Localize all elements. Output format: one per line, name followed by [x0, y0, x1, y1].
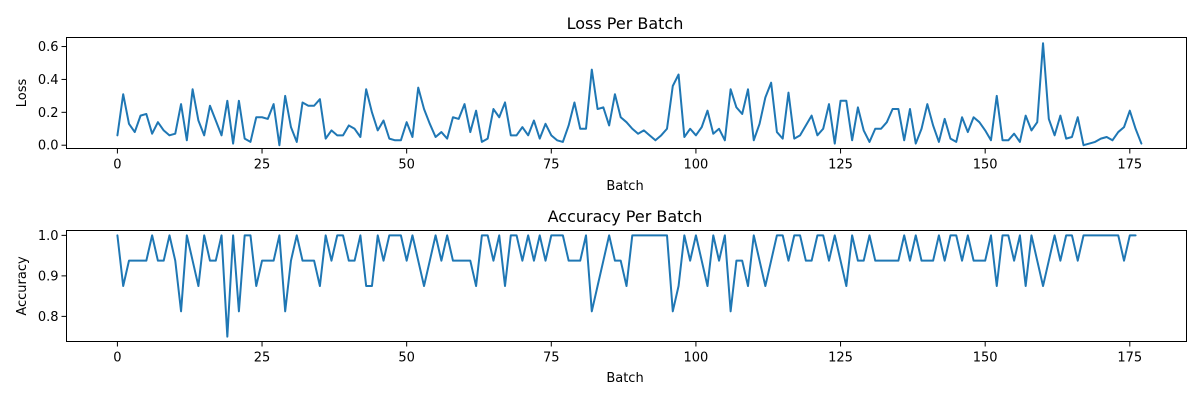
loss-x-ticks: 0 25 50 75 100 125 150 175 — [113, 148, 1142, 173]
loss-x-tick-label: 75 — [543, 158, 560, 173]
loss-x-tick-label: 100 — [684, 158, 709, 173]
accuracy-x-tick-label: 50 — [398, 351, 415, 366]
loss-x-tick-label: 0 — [113, 158, 121, 173]
loss-y-ticks: 0.0 0.2 0.4 0.6 — [38, 40, 67, 154]
loss-y-tick-label: 0.6 — [38, 40, 59, 55]
accuracy-x-tick-label: 175 — [1117, 351, 1142, 366]
accuracy-x-tick-label: 25 — [254, 351, 271, 366]
accuracy-x-tick-label: 75 — [543, 351, 560, 366]
accuracy-x-tick-label: 0 — [113, 351, 121, 366]
loss-x-axis-label: Batch — [606, 179, 643, 194]
loss-x-tick-label: 50 — [398, 158, 415, 173]
accuracy-plot-frame — [66, 230, 1187, 342]
accuracy-y-tick-label: 1.0 — [38, 229, 59, 244]
accuracy-chart: Accuracy Per Batch 0 25 50 75 100 125 150 175 0… — [15, 207, 1187, 386]
accuracy-y-tick-label: 0.9 — [38, 269, 59, 284]
accuracy-x-tick-label: 100 — [684, 351, 709, 366]
accuracy-x-tick-label: 150 — [973, 351, 998, 366]
accuracy-y-ticks: 0.8 0.9 1.0 — [38, 229, 67, 325]
accuracy-y-tick-label: 0.8 — [38, 310, 59, 325]
loss-x-tick-label: 175 — [1117, 158, 1142, 173]
accuracy-x-axis-label: Batch — [606, 371, 643, 386]
loss-y-tick-label: 0.0 — [38, 139, 59, 154]
loss-y-tick-label: 0.4 — [38, 73, 59, 88]
loss-chart: Loss Per Batch 0 25 50 75 100 125 150 175 0.00.… — [15, 14, 1187, 194]
loss-y-axis-label: Loss — [15, 79, 30, 108]
accuracy-x-ticks: 0 25 50 75 100 125 150 175 — [113, 341, 1142, 366]
loss-y-tick-label: 0.2 — [38, 106, 59, 121]
accuracy-y-axis-label: Accuracy — [15, 256, 30, 316]
loss-series-line — [116, 42, 1143, 147]
accuracy-series-line — [116, 234, 1137, 338]
loss-x-tick-label: 150 — [973, 158, 998, 173]
loss-x-tick-label: 125 — [828, 158, 853, 173]
accuracy-chart-title: Accuracy Per Batch — [548, 207, 703, 226]
accuracy-x-tick-label: 125 — [828, 351, 853, 366]
loss-chart-title: Loss Per Batch — [567, 14, 684, 33]
loss-plot-frame — [66, 37, 1187, 149]
loss-x-tick-label: 25 — [254, 158, 271, 173]
